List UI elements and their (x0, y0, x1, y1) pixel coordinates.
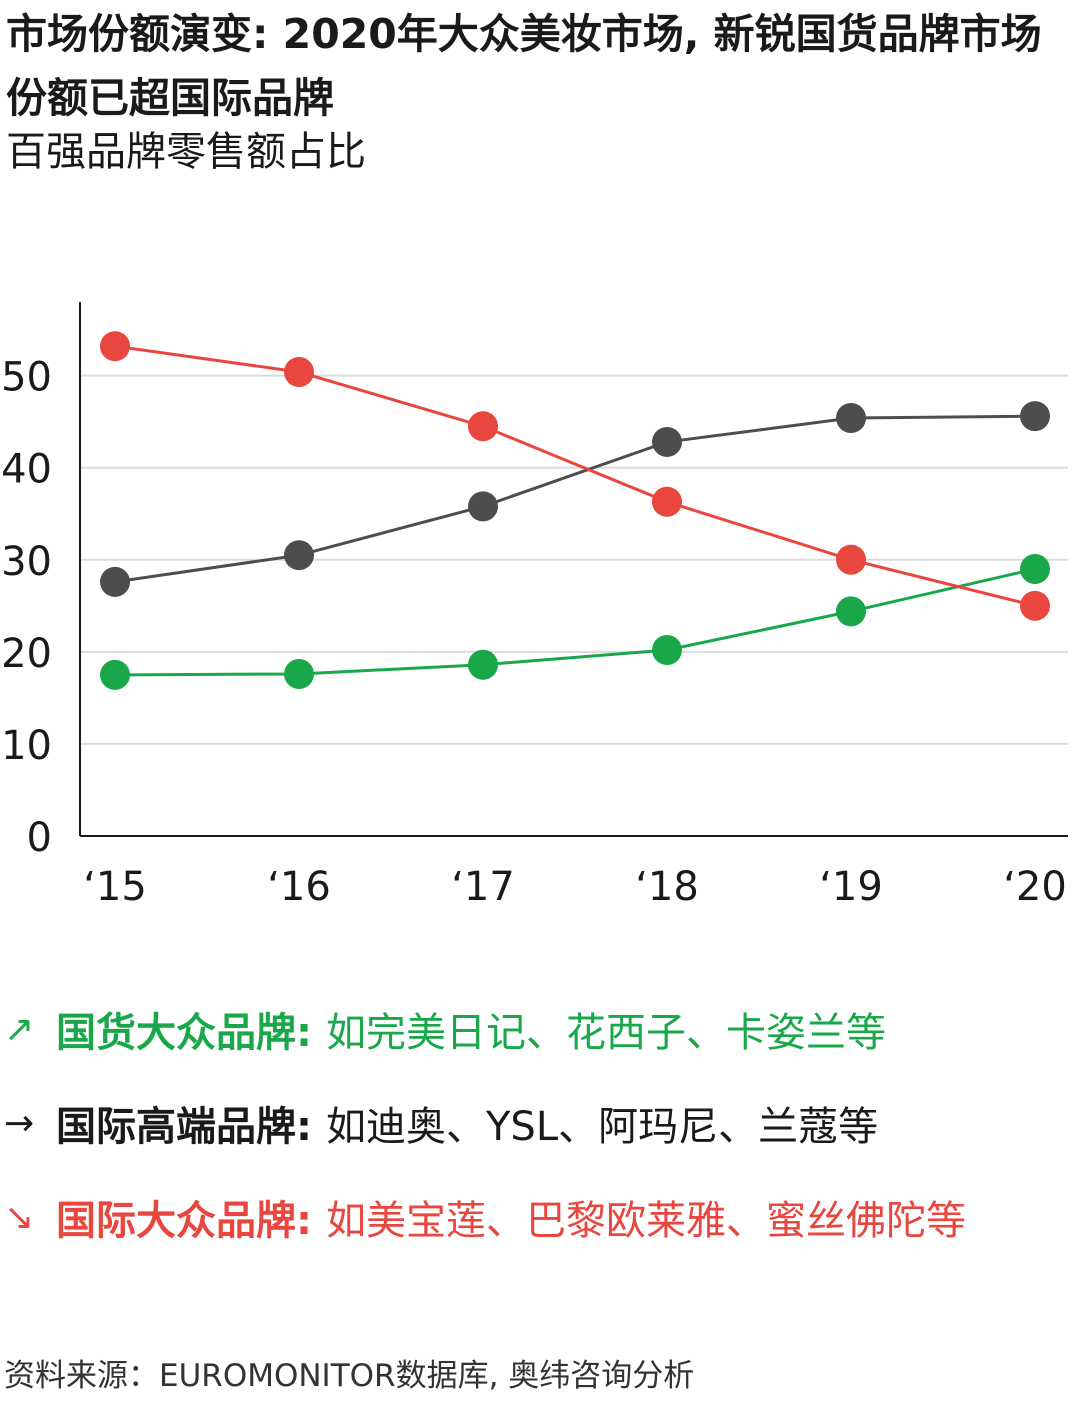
series-line (114, 414, 1036, 584)
data-point (836, 596, 866, 627)
trend-down-icon: ↘ (4, 1196, 35, 1238)
data-point (284, 658, 314, 689)
legend-label: 国际高端品牌: (56, 1104, 312, 1150)
chart-title: 市场份额演变: 2020年大众美妆市场, 新锐国货品牌市场份额已超国际品牌 (6, 10, 1042, 122)
legend-examples: 如完美日记、花西子、卡姿兰等 (326, 1010, 886, 1056)
y-tick-label: 20 (1, 631, 52, 677)
data-point (284, 540, 314, 571)
chart-subtitle: 百强品牌零售额占比 (6, 129, 366, 175)
data-point (100, 659, 130, 690)
series-line (114, 567, 1036, 677)
data-point (468, 491, 498, 522)
legend-item-international-mass: ↘ 国际大众品牌: 如美宝莲、巴黎欧莱雅、蜜丝佛陀等 (4, 1170, 1080, 1264)
y-tick-label: 50 (1, 355, 52, 401)
data-point (284, 356, 314, 387)
x-tick-label: ‘18 (635, 864, 699, 910)
series-line (114, 344, 1036, 608)
legend-label: 国货大众品牌: (56, 1010, 312, 1056)
data-point (652, 426, 682, 457)
legend-examples: 如美宝莲、巴黎欧莱雅、蜜丝佛陀等 (326, 1198, 966, 1244)
trend-flat-icon: → (4, 1102, 35, 1144)
data-point (100, 566, 130, 597)
x-tick-label: ‘19 (819, 864, 883, 910)
y-tick-label: 0 (27, 815, 52, 861)
y-tick-label: 10 (1, 723, 52, 769)
data-point (468, 411, 498, 442)
data-point (1020, 554, 1050, 584)
data-point (836, 403, 866, 434)
line-chart: 0 10 20 30 40 50 ‘15 ‘16 ‘17 ‘18 ‘19 ‘20 (1, 302, 1068, 910)
legend-label: 国际大众品牌: (56, 1198, 312, 1244)
x-tick-label: ‘17 (451, 864, 515, 910)
y-tick-label: 40 (1, 447, 52, 493)
y-tick-label: 30 (1, 539, 52, 585)
legend-item-domestic-mass: ↗ 国货大众品牌: 如完美日记、花西子、卡姿兰等 (4, 982, 1080, 1076)
data-point (836, 544, 866, 575)
source-note: 资料来源：EUROMONITOR数据库, 奥纬咨询分析 (4, 1358, 695, 1394)
x-tick-label: ‘15 (83, 864, 147, 910)
x-tick-label: ‘20 (1003, 864, 1067, 910)
legend: ↗ 国货大众品牌: 如完美日记、花西子、卡姿兰等 → 国际高端品牌: 如迪奥、Y… (4, 982, 1080, 1264)
data-point (652, 635, 682, 666)
data-point (1020, 590, 1050, 621)
legend-examples: 如迪奥、YSL、阿玛尼、兰蔻等 (326, 1104, 879, 1150)
data-point (652, 486, 682, 517)
data-point (100, 331, 130, 362)
data-point (468, 649, 498, 680)
trend-up-icon: ↗ (4, 1008, 35, 1050)
legend-item-international-premium: → 国际高端品牌: 如迪奥、YSL、阿玛尼、兰蔻等 (4, 1076, 1080, 1170)
x-tick-label: ‘16 (267, 864, 331, 910)
data-point (1020, 401, 1050, 432)
